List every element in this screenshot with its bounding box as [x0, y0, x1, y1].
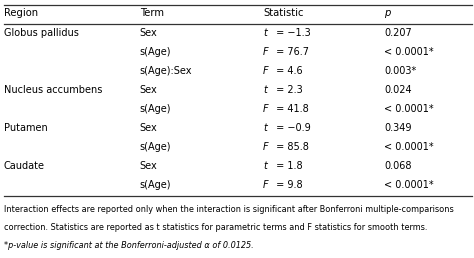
Text: 0.349: 0.349	[384, 123, 411, 133]
Text: t: t	[263, 161, 267, 171]
Text: = 9.8: = 9.8	[273, 180, 303, 190]
Text: Sex: Sex	[140, 161, 157, 171]
Text: t: t	[263, 85, 267, 95]
Text: Term: Term	[140, 8, 164, 18]
Text: t: t	[263, 28, 267, 38]
Text: s(Age): s(Age)	[140, 142, 171, 152]
Text: s(Age): s(Age)	[140, 47, 171, 57]
Text: 0.003*: 0.003*	[384, 66, 416, 76]
Text: correction. Statistics are reported as t statistics for parametric terms and F s: correction. Statistics are reported as t…	[4, 223, 427, 232]
Text: Sex: Sex	[140, 123, 157, 133]
Text: 0.068: 0.068	[384, 161, 411, 171]
Text: s(Age): s(Age)	[140, 180, 171, 190]
Text: Nucleus accumbens: Nucleus accumbens	[4, 85, 102, 95]
Text: F: F	[263, 47, 269, 57]
Text: = −1.3: = −1.3	[273, 28, 311, 38]
Text: Sex: Sex	[140, 28, 157, 38]
Text: F: F	[263, 180, 269, 190]
Text: < 0.0001*: < 0.0001*	[384, 180, 434, 190]
Text: F: F	[263, 104, 269, 114]
Text: = 41.8: = 41.8	[273, 104, 309, 114]
Text: s(Age): s(Age)	[140, 104, 171, 114]
Text: Interaction effects are reported only when the interaction is significant after : Interaction effects are reported only wh…	[4, 205, 454, 214]
Text: 0.207: 0.207	[384, 28, 412, 38]
Text: 0.024: 0.024	[384, 85, 411, 95]
Text: = 1.8: = 1.8	[273, 161, 303, 171]
Text: < 0.0001*: < 0.0001*	[384, 47, 434, 57]
Text: p: p	[384, 8, 390, 18]
Text: s(Age):Sex: s(Age):Sex	[140, 66, 192, 76]
Text: Sex: Sex	[140, 85, 157, 95]
Text: Globus pallidus: Globus pallidus	[4, 28, 79, 38]
Text: Region: Region	[4, 8, 38, 18]
Text: < 0.0001*: < 0.0001*	[384, 142, 434, 152]
Text: = 85.8: = 85.8	[273, 142, 310, 152]
Text: = 4.6: = 4.6	[273, 66, 303, 76]
Text: t: t	[263, 123, 267, 133]
Text: < 0.0001*: < 0.0001*	[384, 104, 434, 114]
Text: F: F	[263, 142, 269, 152]
Text: F: F	[263, 66, 269, 76]
Text: Putamen: Putamen	[4, 123, 47, 133]
Text: = 2.3: = 2.3	[273, 85, 303, 95]
Text: Caudate: Caudate	[4, 161, 45, 171]
Text: Statistic: Statistic	[263, 8, 303, 18]
Text: = −0.9: = −0.9	[273, 123, 311, 133]
Text: *p-value is significant at the Bonferroni-adjusted α of 0.0125.: *p-value is significant at the Bonferron…	[4, 241, 254, 250]
Text: = 76.7: = 76.7	[273, 47, 310, 57]
